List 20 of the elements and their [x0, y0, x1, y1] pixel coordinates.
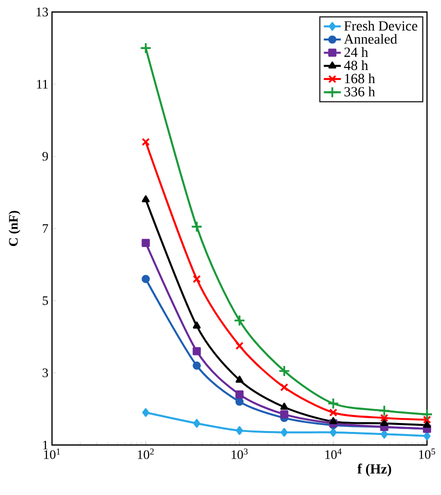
- legend-label: Fresh Device: [344, 20, 418, 31]
- y-tick-label: 11: [37, 80, 48, 88]
- y-tick-label: 13: [36, 8, 48, 16]
- legend-label: Annealed: [344, 34, 398, 44]
- y-tick-label: 3: [42, 368, 48, 378]
- x-tick-label: 10$^{5}$: [419, 448, 436, 459]
- x-tick-label: 10$^{2}$: [138, 448, 154, 459]
- y-tick-label: 1: [43, 440, 48, 450]
- legend-label: 168 h: [345, 73, 375, 84]
- y-axis-title: C (nF): [8, 210, 20, 246]
- legend-label: 336 h: [344, 86, 375, 96]
- x-tick-label: 10$^{1}$: [44, 448, 60, 459]
- y-tick-label: 9: [42, 152, 48, 161]
- y-tick-label: 5: [42, 296, 48, 305]
- x-axis-title: f (Hz): [357, 464, 392, 476]
- y-tick-label: 7: [42, 224, 48, 233]
- legend-label: 24 h: [344, 47, 368, 57]
- legend-label: 48 h: [344, 60, 368, 70]
- x-tick-label: 10$^{3}$: [232, 448, 248, 459]
- x-tick-label: 10$^{4}$: [325, 448, 342, 459]
